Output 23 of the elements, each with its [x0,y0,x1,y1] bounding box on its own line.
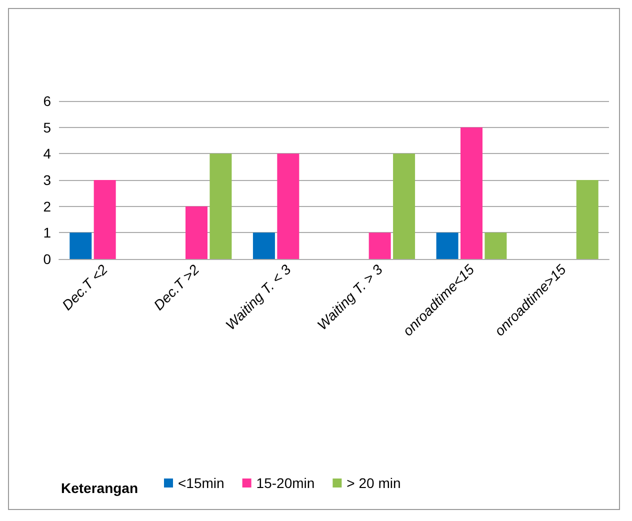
y-tick-label: 4 [43,146,52,162]
bar [277,154,300,259]
legend-label: <15min [178,475,224,491]
bar [252,232,275,259]
legend-label: 15-20min [256,475,315,491]
y-tick-label: 3 [43,172,52,188]
bar [576,180,598,259]
bar [186,206,208,259]
bar [70,232,92,259]
y-tick-label: 2 [43,198,52,214]
legend-label: > 20 min [346,475,401,491]
y-tick-label: 0 [43,251,52,267]
legend-title: Keterangan [61,480,138,496]
y-tick-label: 6 [43,93,52,109]
bar [94,180,116,259]
bar [368,232,391,259]
bar [460,127,482,259]
bar [484,232,507,259]
bar [210,154,232,259]
bar [436,232,458,259]
y-tick-label: 5 [43,119,52,136]
y-tick-label: 1 [43,224,52,241]
bar [393,154,416,259]
